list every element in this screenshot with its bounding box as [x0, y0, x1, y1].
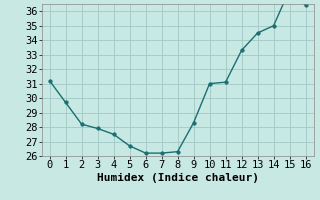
X-axis label: Humidex (Indice chaleur): Humidex (Indice chaleur) [97, 173, 259, 183]
